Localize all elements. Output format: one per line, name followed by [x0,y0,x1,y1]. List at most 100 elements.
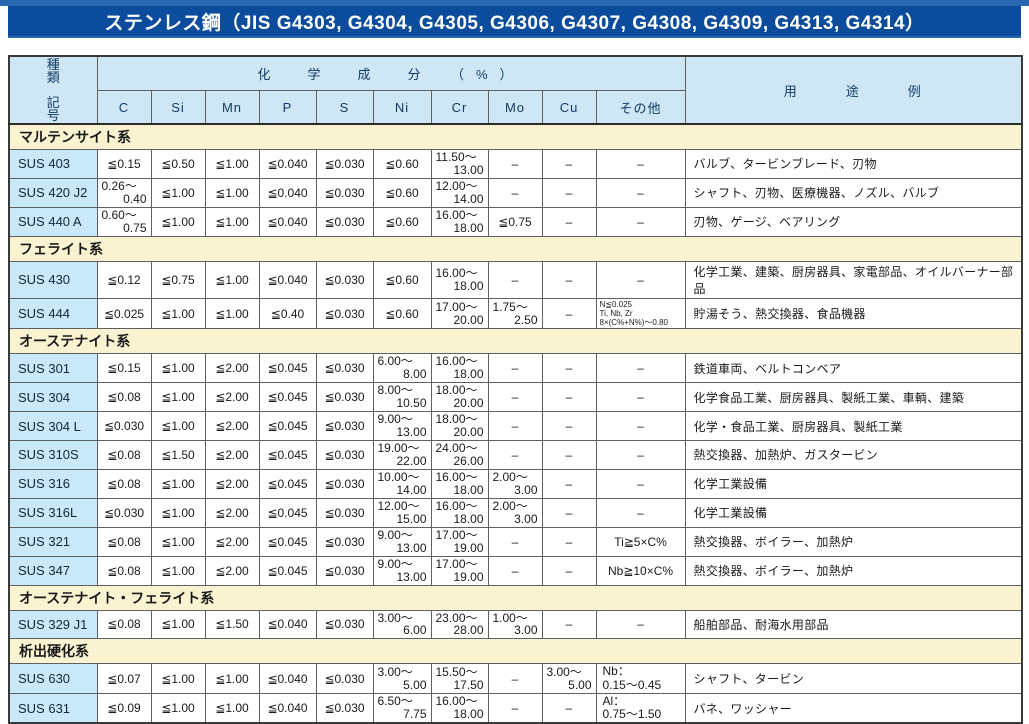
grade-code-cell: SUS 420 J2 [8,177,98,208]
composition-value-cell: – [541,692,597,724]
composition-value-cell: ≦1.00 [150,692,206,724]
table-row: SUS 430 ≦0.12 ≦0.75 ≦1.00 ≦0.040 ≦0.030 ≦0.60 1… [8,260,1023,299]
range-lower-line: 26.00 [453,453,484,468]
range-upper-line: 17.00～ [435,299,478,314]
composition-value-cell: ≦0.045 [258,497,317,528]
range-upper-line: 12.00～ [377,498,420,513]
range-lower-line: 20.00 [453,312,484,327]
composition-value-cell: ≦0.040 [258,260,317,299]
composition-value-cell: ≦0.045 [258,411,317,441]
range-lower-line: 13.00 [396,569,427,584]
range-lower-line: 19.00 [453,540,484,555]
composition-value-cell: – [487,353,543,384]
composition-value-cell: N≦0.025 Ti, Nb, Zr 8×(C%+N%)～0.80 [595,297,686,330]
grade-code-cell: SUS 316 [8,468,98,499]
composition-value-cell: ≦0.40 [258,297,317,330]
range-lower-line: 17.50 [453,677,484,692]
range-lower-line: 22.00 [396,453,427,468]
usage-cell: 化学工業設備 [684,468,1023,499]
composition-value-cell: ≦0.030 [315,663,374,694]
section-header-row: 析出硬化系 [8,638,1023,665]
table-row: SUS 310S ≦0.08 ≦1.50 ≦2.00 ≦0.045 ≦0.030 19.00… [8,440,1023,470]
composition-value-cell: ≦0.08 [96,555,152,586]
table-row: SUS 420 J2 0.26～ 0.40 ≦1.00 ≦1.00 ≦0.040 ≦0.03… [8,177,1023,208]
range-lower-line: 3.00 [514,511,538,526]
composition-value-cell: ≦0.60 [372,297,432,330]
range-upper-line: 9.00～ [377,527,413,542]
range-lower-line: 18.00 [453,482,484,497]
composition-value-cell: – [541,411,597,441]
composition-value-cell: ≦1.00 [150,297,206,330]
composition-value-cell: ≦1.00 [204,692,260,724]
element-header-cr: Cr [430,90,489,125]
grade-code-cell: SUS 301 [8,353,98,384]
range-lower-line: 10.50 [396,396,427,411]
composition-value-cell: ≦1.50 [204,609,260,640]
composition-value-cell: 23.00～ 28.00 [430,609,489,640]
composition-value-cell: ≦0.08 [96,526,152,557]
composition-value-cell: 2.00～ 3.00 [487,468,543,499]
composition-value-cell: 16.00～ 18.00 [430,497,489,528]
range-upper-line: 18.00～ [435,412,478,427]
range-upper-line: 1.00～ [492,610,528,625]
composition-value-cell: ≦2.00 [204,353,260,384]
usage-cell: 熱交換器、加熱炉、ガスタービン [684,440,1023,470]
composition-value-cell: ≦1.00 [150,468,206,499]
range-upper-line: 1.75～ [492,299,528,314]
composition-value-cell: – [487,440,543,470]
range-upper-line: 8.00～ [377,383,413,398]
usage-cell: シャフト、タービン [684,663,1023,694]
section-header-row: オーステナイト・フェライト系 [8,584,1023,611]
range-lower-line: 18.00 [453,511,484,526]
range-lower-line: 18.00 [453,278,484,293]
range-lower-line: 18.00 [453,367,484,382]
composition-value-cell: 16.00～ 18.00 [430,260,489,299]
composition-value-cell: – [487,526,543,557]
element-header-c: C [96,90,152,125]
composition-value-cell: ≦0.030 [315,440,374,470]
range-lower-line: 2.50 [514,312,538,327]
range-upper-line: 16.00～ [435,469,478,484]
composition-value-cell: ≦1.00 [150,526,206,557]
range-lower-line: 13.00 [396,425,427,440]
grade-code-cell: SUS 403 [8,149,98,179]
composition-value-cell: – [541,609,597,640]
grade-code-cell: SUS 321 [8,526,98,557]
composition-value-cell: ≦0.030 [315,609,374,640]
composition-value-cell: – [541,177,597,208]
range-upper-line: 19.00～ [377,441,420,455]
composition-value-cell: ≦1.00 [150,177,206,208]
range-upper-line: 16.00～ [435,498,478,513]
composition-value-cell: ≦1.00 [150,609,206,640]
section-header-label: 析出硬化系 [8,638,1023,665]
page-title-text: ステンレス鋼（JIS G4303, G4304, G4305, G4306, G… [104,12,925,34]
table-row: SUS 316L ≦0.030 ≦1.00 ≦2.00 ≦0.045 ≦0.030 12.0… [8,497,1023,528]
composition-value-cell: Ti≧5×C% [595,526,686,557]
range-lower-line: 20.00 [453,396,484,411]
composition-value-cell: – [487,411,543,441]
range-upper-line: 23.00～ [435,610,478,625]
composition-value-cell: ≦0.040 [258,609,317,640]
composition-value-cell: ≦0.030 [315,692,374,724]
composition-value-cell: – [487,692,543,724]
composition-value-cell: ≦2.00 [204,411,260,441]
composition-value-cell: 3.00～ 6.00 [372,609,432,640]
composition-value-cell: ≦1.00 [150,555,206,586]
composition-value-cell: 16.00～ 18.00 [430,468,489,499]
table-row: SUS 321 ≦0.08 ≦1.00 ≦2.00 ≦0.045 ≦0.030 9.00～ 1… [8,526,1023,557]
table-header: 種 類 記 号 化 学 成 分 （%） 用 途 例 C Si Mn P S Ni… [8,55,1023,125]
composition-value-cell: ≦0.08 [96,382,152,413]
composition-value-cell: ≦0.040 [258,663,317,694]
composition-value-cell: ≦2.00 [204,526,260,557]
composition-value-cell: 3.00～ 5.00 [372,663,432,694]
composition-value-cell: ≦0.15 [96,149,152,179]
section-header-row: マルテンサイト系 [8,123,1023,150]
top-rule [0,0,1029,6]
section-header-label: マルテンサイト系 [8,123,1023,150]
composition-value-cell: – [487,382,543,413]
composition-value-cell: ≦0.045 [258,382,317,413]
usage-cell: 化学工業、建築、厨房器具、家電部品、オイルバーナー部品 [684,260,1023,299]
composition-value-cell: – [541,260,597,299]
composition-value-cell: ≦0.50 [150,149,206,179]
range-upper-line: 6.50～ [377,694,413,709]
